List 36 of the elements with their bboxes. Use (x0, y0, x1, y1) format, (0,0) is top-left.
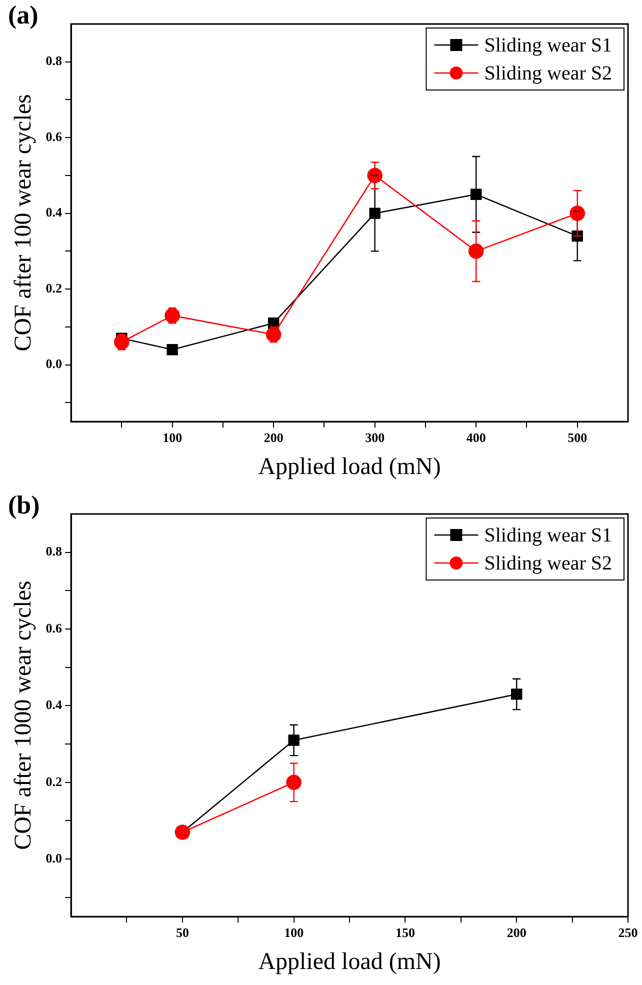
x-tick-label: 500 (568, 430, 588, 445)
x-tick-label: 150 (395, 924, 415, 940)
point (369, 208, 380, 219)
legend-label: Sliding wear S2 (484, 552, 612, 574)
y-tick-label: 0.0 (46, 850, 62, 866)
y-tick-label: 0.2 (46, 774, 62, 789)
y-tick-label: 0.2 (46, 280, 62, 296)
y-tick-label: 0.6 (46, 128, 63, 144)
legend-label: Sliding wear S2 (484, 62, 612, 84)
chart-title: (b) (8, 490, 40, 520)
y-axis-title: COF after 1000 wear cycles (10, 580, 37, 850)
point (511, 688, 522, 700)
x-tick-label: 100 (284, 924, 304, 940)
x-tick-label: 400 (466, 430, 486, 445)
point (288, 734, 300, 746)
y-tick-label: 0.4 (46, 697, 63, 712)
point (468, 244, 484, 259)
y-tick-label: 0.8 (46, 544, 63, 559)
y-tick-label: 0.0 (46, 356, 62, 372)
x-tick-label: 200 (506, 924, 526, 940)
legend-label: Sliding wear S1 (484, 524, 612, 546)
x-tick-label: 300 (365, 430, 385, 445)
y-tick-label: 0.6 (46, 620, 63, 636)
x-tick-label: 200 (264, 430, 284, 445)
legend-label: Sliding wear S1 (484, 34, 612, 56)
x-tick-label: 50 (176, 924, 189, 940)
y-axis-title: COF after 100 wear cycles (10, 94, 37, 352)
chart-title: (a) (8, 0, 38, 30)
y-tick-label: 0.8 (46, 53, 63, 68)
y-tick-label: 0.4 (46, 204, 63, 220)
x-axis-title: Applied load (mN) (258, 454, 441, 480)
x-axis-title: Applied load (mN) (258, 948, 441, 975)
x-tick-label: 250 (618, 924, 638, 940)
point (166, 344, 178, 356)
point (266, 326, 282, 342)
x-tick-label: 100 (162, 430, 182, 445)
